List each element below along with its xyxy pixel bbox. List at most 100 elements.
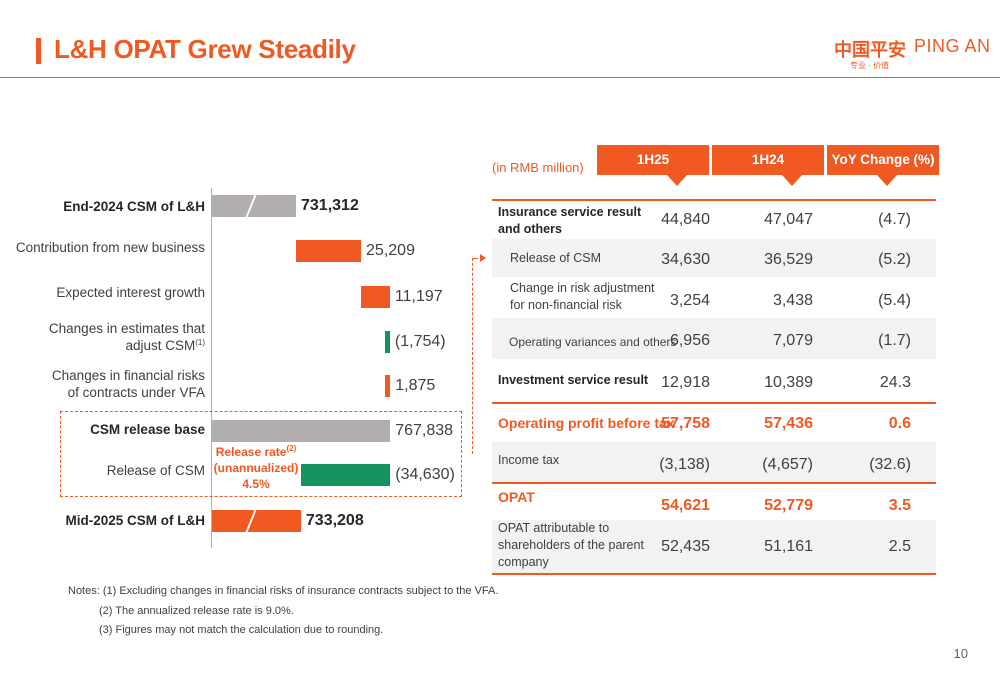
wf-label-estimates-changes: Changes in estimates that adjust CSM(1): [49, 320, 205, 354]
cell-yoy: 0.6: [888, 415, 911, 432]
table-row: Insurance service result and others 44,8…: [492, 201, 936, 239]
cell-yoy: (4.7): [878, 211, 911, 228]
table-row: OPAT 54,621 52,779 3.5: [492, 484, 936, 520]
release-rate-title: Release rate: [215, 445, 287, 459]
page-number: 10: [953, 646, 968, 661]
wf-label-financial-risks: Changes in financial risks of contracts …: [52, 367, 205, 401]
waterfall-value-release-base: 767,838: [395, 422, 454, 439]
wf-label-estimates-line1: Changes in estimates that: [48, 321, 205, 336]
wf-label-interest-growth: Expected interest growth: [56, 285, 205, 300]
row-label: Release of CSM: [510, 251, 602, 265]
footnote-1: Notes: (1) Excluding changes in financia…: [68, 585, 499, 597]
cell-1h25: 54,621: [661, 497, 710, 514]
wf-label-new-business: Contribution from new business: [15, 240, 205, 255]
release-rate-footnote: (2): [286, 444, 297, 453]
logo-english: PING AN: [914, 36, 991, 56]
column-header-1h24: 1H24: [712, 145, 824, 175]
cell-1h25: 12,918: [661, 374, 710, 391]
footnotes: Notes: (1) Excluding changes in financia…: [68, 582, 498, 641]
cell-1h25: 44,840: [661, 211, 710, 228]
waterfall-value-estimates-changes: (1,754): [394, 333, 446, 350]
release-rate-qualifier: (unannualized): [213, 461, 299, 475]
column-pointer-yoy: [877, 175, 897, 186]
table-row: Change in risk adjustment for non-financ…: [492, 277, 936, 318]
release-highlight-box: [60, 411, 462, 497]
cell-1h25: 57,758: [661, 415, 710, 432]
table-row: Operating profit before tax 57,758 57,43…: [492, 404, 936, 442]
page-title: L&H OPAT Grew Steadily: [54, 34, 356, 64]
wf-label-mid-2025: Mid-2025 CSM of L&H: [65, 513, 205, 528]
table-row: Investment service result 12,918 10,389 …: [492, 359, 936, 402]
wf-label-financial-risks-line1: Changes in financial risks: [51, 368, 205, 383]
column-header-yoy: YoY Change (%): [827, 145, 939, 175]
waterfall-value-release-of-csm: (34,630): [395, 466, 455, 483]
row-label: Insurance service result and others: [498, 204, 641, 238]
row-label-line1: Insurance service result: [498, 205, 642, 219]
cell-1h24: (4,657): [762, 456, 813, 473]
cell-1h25: 6,956: [669, 332, 710, 349]
row-label-line2: and others: [498, 222, 562, 236]
cell-1h24: 3,438: [772, 292, 813, 309]
cell-1h24: 57,436: [764, 415, 813, 432]
cell-1h24: 10,389: [764, 374, 813, 391]
release-rate-value: 4.5%: [242, 477, 270, 491]
wf-label-release-base: CSM release base: [90, 422, 205, 437]
waterfall-bar-release-base: [212, 420, 391, 442]
cell-1h25: 3,254: [669, 292, 710, 309]
cell-1h25: 34,630: [661, 251, 710, 268]
wf-label-estimates-line2: adjust CSM: [125, 338, 196, 353]
cell-1h25: (3,138): [659, 456, 710, 473]
cell-1h24: 36,529: [764, 251, 813, 268]
cell-1h24: 51,161: [764, 538, 813, 555]
row-label: OPAT attributable to shareholders of the…: [498, 520, 644, 571]
release-rate-annotation: Release rate(2) (unannualized) 4.5%: [210, 444, 302, 492]
table-rule: [492, 402, 936, 404]
column-pointer-1h24: [782, 175, 802, 186]
cell-1h24: 7,079: [772, 332, 813, 349]
row-label-line1: Change in risk adjustment: [510, 281, 655, 295]
wf-label-release-of-csm: Release of CSM: [106, 463, 205, 478]
logo-chinese: 中国平安: [834, 40, 906, 60]
row-label: Income tax: [498, 453, 560, 467]
cell-1h24: 52,779: [764, 497, 813, 514]
waterfall-value-mid-2025: 733,208: [305, 512, 364, 529]
column-header-1h25: 1H25: [597, 145, 709, 175]
footnote-2: (2) The annualized release rate is 9.0%.: [99, 604, 294, 617]
waterfall-axis-line: [211, 188, 212, 548]
header-divider: [0, 77, 1000, 78]
waterfall-value-financial-risks: 1,875: [395, 377, 436, 394]
table-row: Release of CSM 34,630 36,529 (5.2): [492, 239, 936, 277]
table-row: OPAT attributable to shareholders of the…: [492, 520, 936, 573]
table-rule: [492, 482, 936, 484]
waterfall-value-interest-growth: 11,197: [394, 288, 443, 305]
row-label: Change in risk adjustment for non-financ…: [510, 280, 655, 314]
row-label-line1: OPAT attributable to: [498, 521, 610, 535]
title-accent-bar: [36, 38, 41, 64]
waterfall-value-new-business: 25,209: [366, 242, 415, 259]
cell-yoy: 3.5: [888, 497, 911, 514]
table-row: Operating variances and others 6,956 7,0…: [492, 318, 936, 359]
cell-yoy: (5.4): [878, 292, 911, 309]
table-bottom-rule: [492, 573, 936, 575]
callout-connector: [472, 258, 478, 454]
logo-tagline: 专业 · 价值: [850, 61, 890, 70]
footnote-3: (3) Figures may not match the calculatio…: [99, 624, 384, 636]
table-top-rule: [492, 199, 936, 201]
waterfall-bar-release-of-csm: [300, 464, 391, 486]
row-label-line3: company: [498, 555, 549, 569]
cell-1h24: 47,047: [764, 211, 813, 228]
waterfall-value-end-2024: 731,312: [301, 197, 359, 214]
waterfall-bar-interest-growth: [361, 286, 390, 308]
ping-an-logo: 中国平安 PING AN 专业 · 价值: [834, 36, 994, 72]
row-label-line2: for non-financial risk: [510, 298, 622, 312]
waterfall-bar-financial-risks: [385, 375, 391, 397]
cell-yoy: 2.5: [888, 538, 911, 555]
waterfall-bar-estimates-changes: [385, 331, 390, 353]
cell-yoy: (32.6): [869, 456, 911, 473]
cell-yoy: (5.2): [878, 251, 911, 268]
waterfall-bar-mid-2025: [212, 510, 301, 532]
waterfall-bar-end-2024: [212, 195, 296, 217]
row-label: OPAT: [498, 489, 535, 505]
waterfall-bar-new-business: [296, 240, 362, 262]
